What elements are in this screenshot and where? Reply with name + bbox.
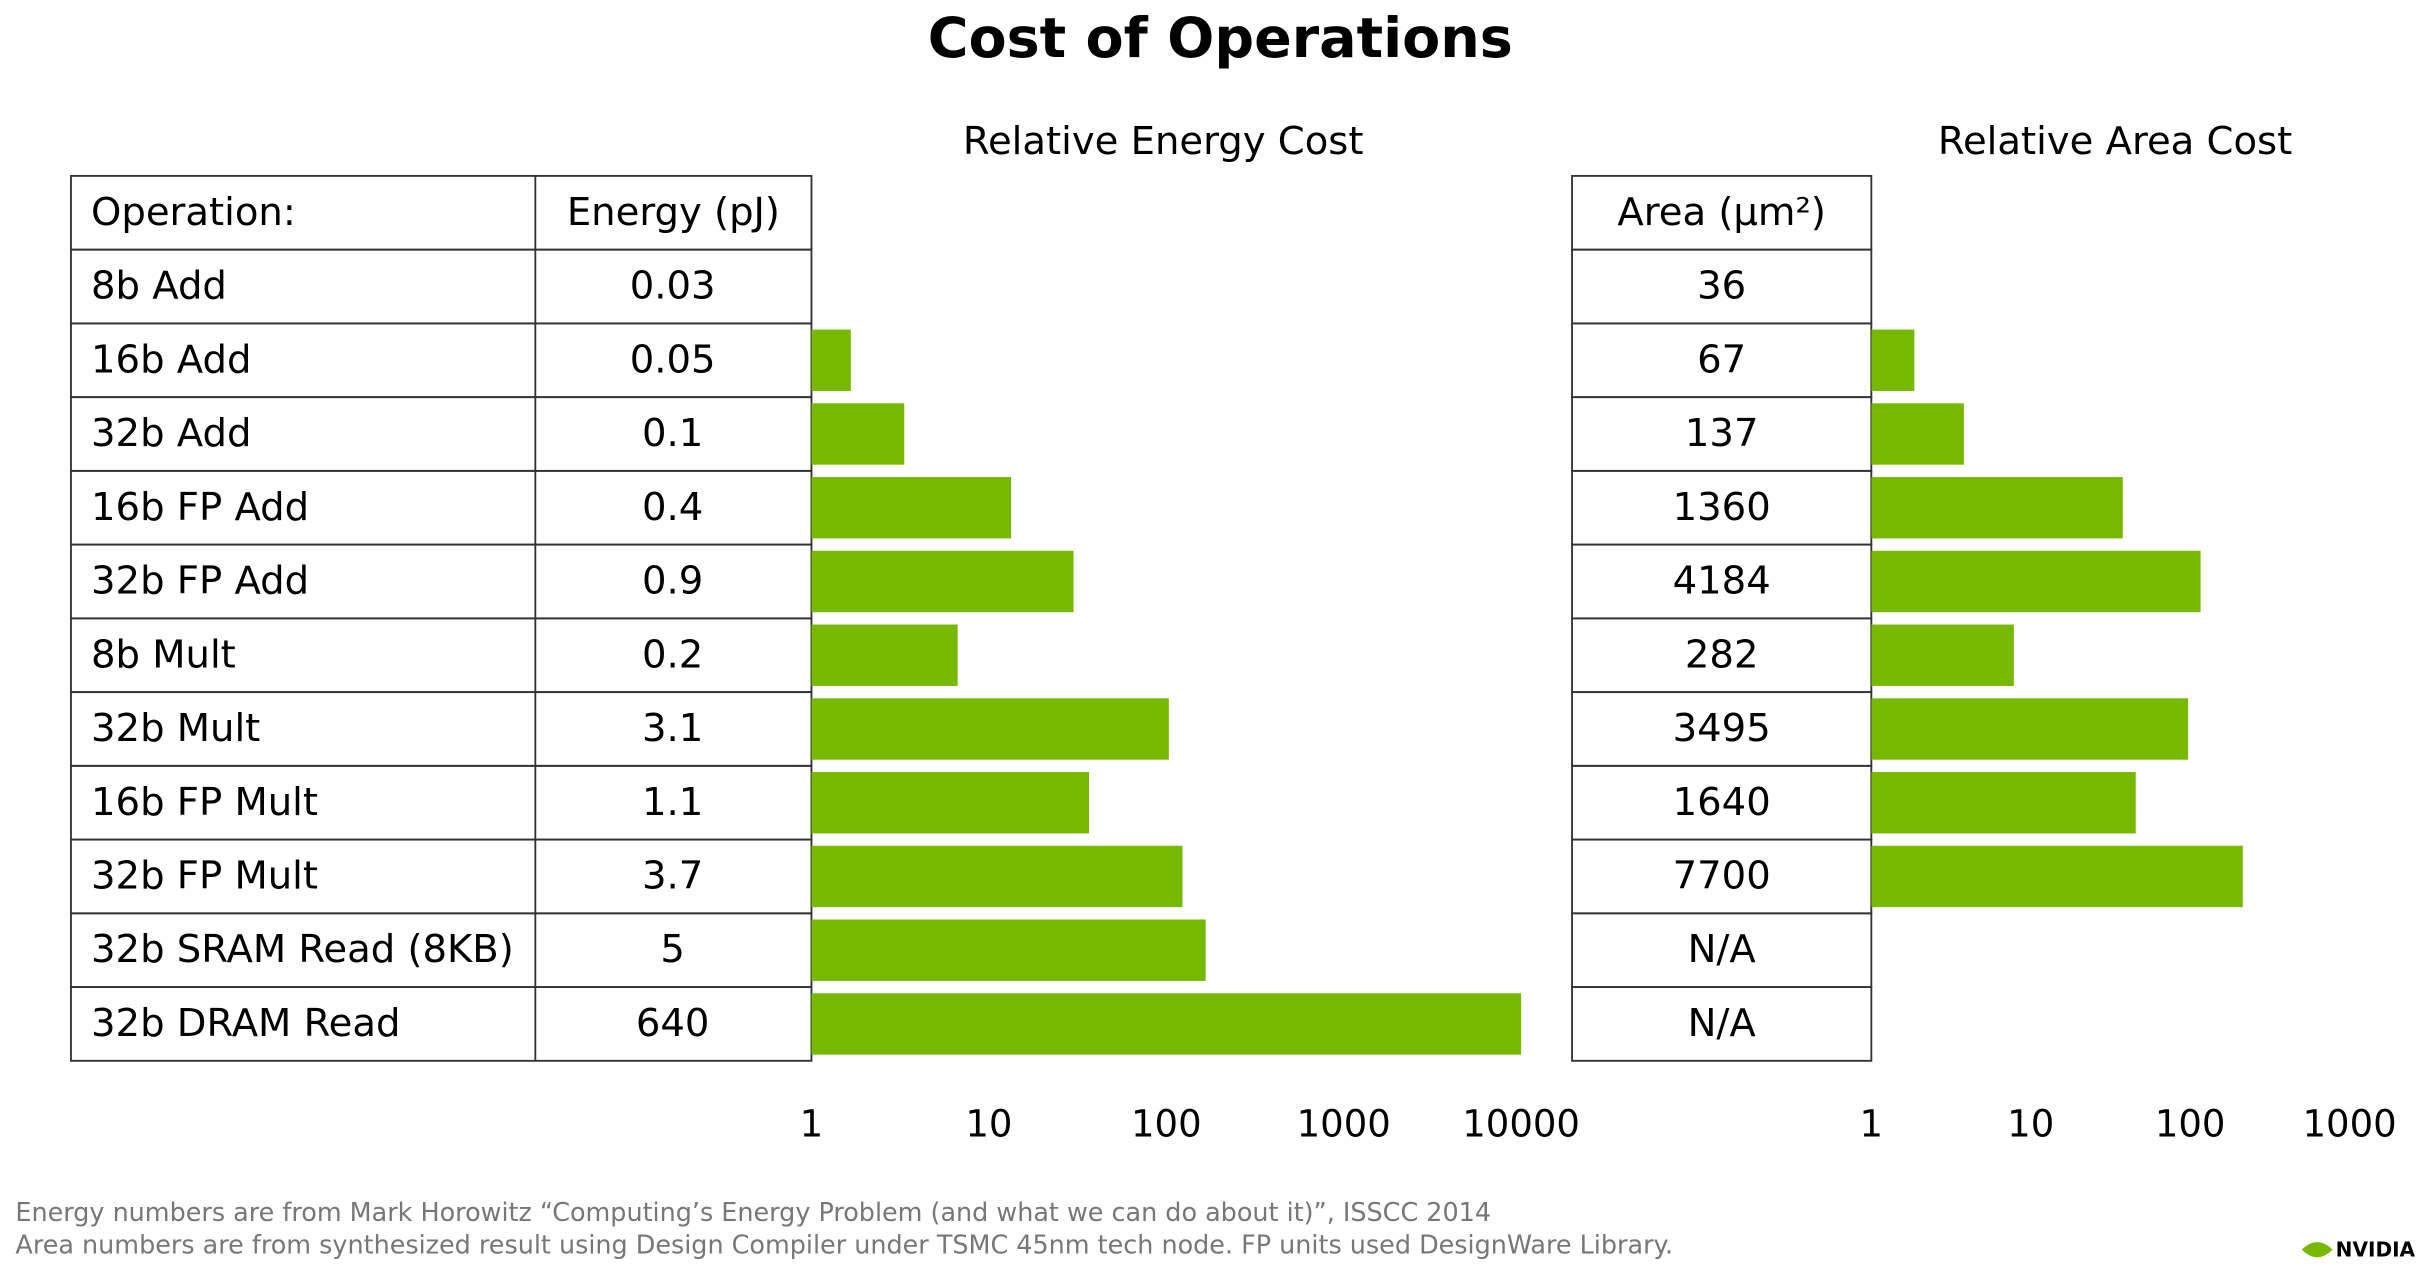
footnote: Area numbers are from synthesized result… bbox=[15, 1231, 1673, 1261]
footnote: Energy numbers are from Mark Horowitz “C… bbox=[15, 1198, 1491, 1228]
bar bbox=[811, 477, 1012, 539]
title: Cost of Operations bbox=[928, 6, 1513, 71]
value-cell: 3495 bbox=[1673, 706, 1771, 751]
table-header: Operation: bbox=[91, 190, 296, 235]
x-tick-label: 100 bbox=[1131, 1103, 1202, 1146]
category-label: 32b Mult bbox=[91, 706, 260, 751]
bars bbox=[811, 329, 1522, 1055]
bar bbox=[1871, 550, 2201, 613]
table-header: Energy (pJ) bbox=[567, 190, 780, 235]
value-cell: 67 bbox=[1697, 337, 1746, 382]
value-cell: 0.4 bbox=[642, 485, 703, 530]
category-label: 16b Add bbox=[91, 337, 251, 382]
value-cell: 282 bbox=[1685, 632, 1759, 677]
bar bbox=[811, 919, 1206, 981]
x-tick-label: 10 bbox=[965, 1103, 1012, 1146]
bar bbox=[811, 993, 1522, 1055]
bar bbox=[811, 772, 1089, 834]
bar bbox=[1871, 624, 2014, 686]
bar bbox=[1871, 698, 2189, 760]
chart-title: Relative Energy Cost bbox=[963, 119, 1364, 164]
category-label: 32b Add bbox=[91, 411, 251, 456]
logo-text: NVIDIA bbox=[2336, 1238, 2416, 1262]
value-cell: N/A bbox=[1688, 927, 1757, 972]
x-tick-label: 10 bbox=[2007, 1103, 2054, 1146]
value-cell: 7700 bbox=[1673, 854, 1771, 899]
bar bbox=[811, 403, 905, 465]
value-cell: 640 bbox=[636, 1001, 710, 1046]
category-label: 8b Mult bbox=[91, 632, 236, 677]
table-row bbox=[1571, 986, 1873, 1062]
value-cell: N/A bbox=[1688, 1001, 1757, 1046]
bar bbox=[811, 845, 1183, 908]
bar bbox=[1871, 772, 2136, 834]
x-tick-label: 1 bbox=[1860, 1103, 1884, 1146]
value-cell: 0.2 bbox=[642, 632, 703, 677]
value-cell: 0.05 bbox=[630, 337, 716, 382]
category-label: 32b FP Add bbox=[91, 559, 309, 604]
logo-icon bbox=[2301, 1241, 2333, 1258]
bar bbox=[811, 550, 1074, 613]
logo: NVIDIA bbox=[2301, 1238, 2416, 1262]
x-tick-label: 1 bbox=[800, 1103, 824, 1146]
bar bbox=[1871, 403, 1964, 465]
value-cell: 36 bbox=[1697, 264, 1746, 309]
value-cell: 5 bbox=[660, 927, 685, 972]
bars bbox=[1871, 329, 2243, 908]
x-tick-label: 1000 bbox=[1297, 1103, 1391, 1146]
value-cell: 1640 bbox=[1673, 780, 1771, 825]
chart-title: Relative Area Cost bbox=[1938, 119, 2292, 164]
value-cell: 0.1 bbox=[642, 411, 703, 456]
category-label: 32b FP Mult bbox=[91, 854, 318, 899]
value-cell: 3.7 bbox=[642, 854, 703, 899]
x-tick-label: 100 bbox=[2155, 1103, 2226, 1146]
category-label: 16b FP Mult bbox=[91, 780, 318, 825]
table-header: Area (μm²) bbox=[1617, 190, 1826, 235]
category-label: 32b SRAM Read (8KB) bbox=[91, 927, 514, 972]
value-cell: 1360 bbox=[1673, 485, 1771, 530]
value-cell: 4184 bbox=[1673, 559, 1771, 604]
value-cell: 0.9 bbox=[642, 559, 703, 604]
bar bbox=[811, 624, 958, 686]
category-label: 16b FP Add bbox=[91, 485, 309, 530]
x-tick-label: 1000 bbox=[2302, 1103, 2396, 1146]
bar bbox=[811, 698, 1169, 760]
x-tick-label: 10000 bbox=[1462, 1103, 1580, 1146]
bar bbox=[1871, 845, 2243, 908]
bar bbox=[1871, 329, 1915, 391]
category-label: 8b Add bbox=[91, 264, 227, 309]
category-label: 32b DRAM Read bbox=[91, 1001, 400, 1046]
value-cell: 3.1 bbox=[642, 706, 703, 751]
value-cell: 0.03 bbox=[630, 264, 716, 309]
bar bbox=[811, 329, 851, 391]
bar bbox=[1871, 477, 2123, 539]
value-cell: 1.1 bbox=[642, 780, 703, 825]
value-cell: 137 bbox=[1685, 411, 1759, 456]
charts: Operation: Energy (pJ) Area (μm²) 8b Add 0.0… bbox=[70, 174, 2397, 1146]
